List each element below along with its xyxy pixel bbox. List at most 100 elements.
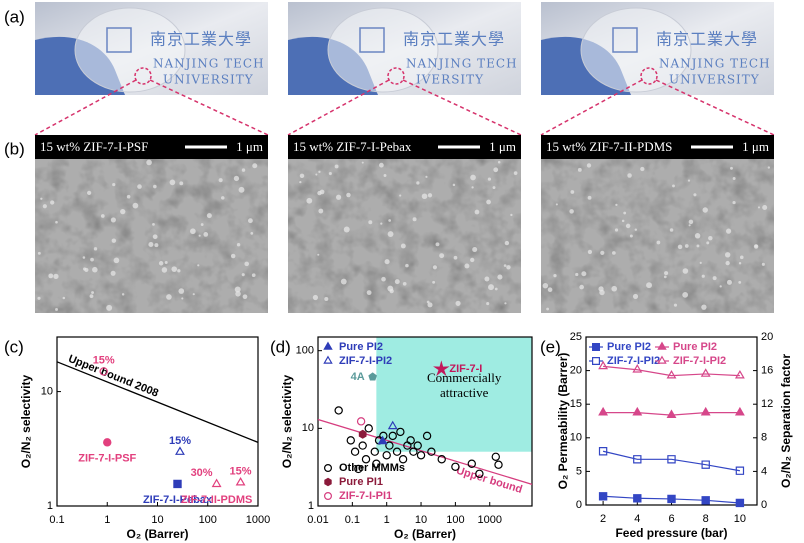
data-point <box>356 417 366 426</box>
y-tick-label: 15 <box>570 398 582 410</box>
y-tick-label: 20 <box>570 365 582 377</box>
particle <box>55 220 58 224</box>
particle <box>242 294 248 300</box>
point-label: 15% <box>169 435 191 447</box>
particle <box>555 203 558 206</box>
x-tick-label: 1 <box>384 514 390 526</box>
data-point <box>632 406 643 416</box>
data-point <box>475 469 484 478</box>
particle <box>200 223 204 226</box>
sem-label-bar <box>288 135 521 159</box>
particle <box>312 294 319 301</box>
data-point <box>370 447 379 456</box>
particle <box>236 242 241 247</box>
highlight-label: attractive <box>440 385 489 400</box>
particle <box>753 244 759 249</box>
particle <box>106 304 113 311</box>
particle <box>92 266 98 273</box>
particle <box>400 243 406 249</box>
particle <box>405 263 409 268</box>
point-label: 15% <box>230 466 252 478</box>
particle <box>439 253 445 259</box>
particle <box>152 222 155 226</box>
zoom-line <box>655 79 775 136</box>
particle <box>62 296 66 300</box>
y-tick-label: 1 <box>308 500 314 512</box>
particle <box>693 193 697 197</box>
data-point <box>633 494 642 503</box>
particle <box>120 208 126 215</box>
y2-tick-label: 8 <box>761 432 767 444</box>
particle <box>334 164 339 169</box>
particle <box>241 273 245 277</box>
particle <box>399 194 402 197</box>
particle <box>306 197 313 204</box>
particle <box>368 220 373 225</box>
data-point <box>734 406 745 416</box>
particle <box>611 285 618 292</box>
particle <box>218 178 223 183</box>
particle <box>153 184 157 189</box>
zoom-line <box>540 79 643 136</box>
photo-text: NANJING TECH <box>153 57 265 71</box>
particle <box>646 282 653 289</box>
y-tick-label: 1 <box>47 500 53 512</box>
particle <box>577 167 582 172</box>
particle <box>113 257 120 264</box>
particle <box>152 234 158 240</box>
particle <box>389 288 394 294</box>
panel-label: (b) <box>4 139 25 158</box>
legend-label: ZIF-7-I-PI2 <box>339 355 392 367</box>
particle <box>503 264 507 267</box>
legend-marker <box>592 343 600 351</box>
data-point <box>451 462 460 471</box>
particle <box>719 285 722 288</box>
data-point <box>666 409 677 418</box>
particle <box>402 281 407 286</box>
particle <box>379 162 384 168</box>
legend-label: Pure PI2 <box>339 341 383 353</box>
particle <box>412 217 417 222</box>
particle <box>600 250 605 255</box>
y2-tick-label: 12 <box>761 398 773 410</box>
data-point <box>427 447 436 456</box>
particle <box>340 278 347 285</box>
particle <box>579 284 584 290</box>
data-point <box>358 441 367 450</box>
y2-tick-label: 4 <box>761 465 767 477</box>
particle <box>421 193 428 200</box>
particle <box>587 195 592 200</box>
y2-tick-label: 20 <box>761 331 773 343</box>
particle <box>89 294 94 299</box>
particle <box>251 273 256 278</box>
particle <box>37 296 41 300</box>
particle <box>252 163 258 169</box>
x-tick-label: 2 <box>600 513 606 525</box>
particle <box>484 276 490 282</box>
particle <box>504 302 507 305</box>
particle <box>699 261 702 264</box>
particle <box>425 175 428 178</box>
particle <box>634 228 638 231</box>
particle <box>497 160 501 164</box>
particle <box>427 302 433 308</box>
particle <box>625 223 631 229</box>
particle <box>315 173 318 176</box>
particle <box>673 303 678 307</box>
panel-label: (a) <box>4 7 25 26</box>
panel-label: (c) <box>4 337 24 356</box>
particle <box>696 244 700 248</box>
particle <box>687 179 691 182</box>
logo <box>359 27 385 53</box>
particle <box>494 287 498 291</box>
particle <box>178 288 185 294</box>
particle <box>682 291 689 298</box>
particle <box>701 304 707 310</box>
legend-marker <box>592 357 600 365</box>
data-point <box>598 447 608 456</box>
zoom-line <box>149 79 269 136</box>
particle <box>83 267 87 271</box>
particle <box>169 179 176 186</box>
particle <box>621 219 625 223</box>
